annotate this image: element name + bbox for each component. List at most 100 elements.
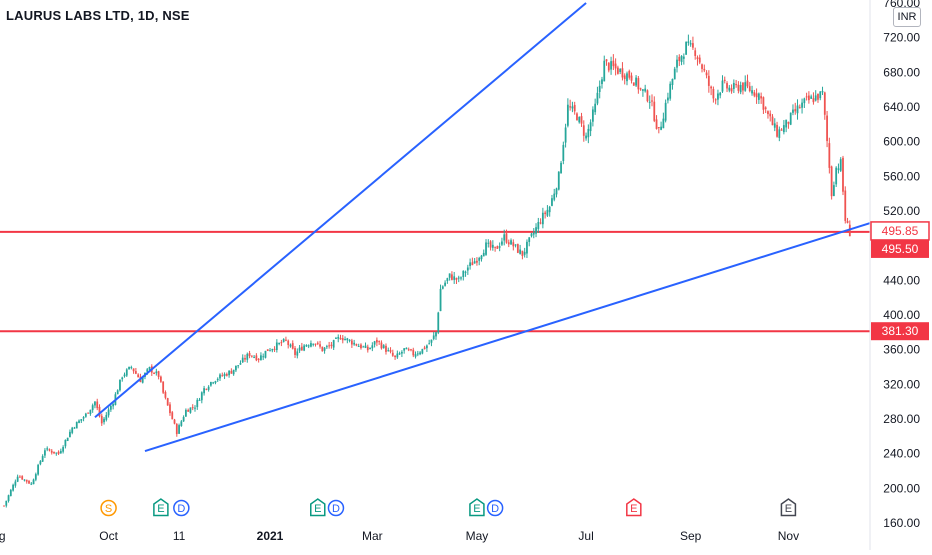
candle-body [23, 479, 26, 481]
candle-body [573, 104, 576, 112]
candle-body [667, 97, 669, 101]
candle-body [3, 505, 5, 507]
event-marker-earnings[interactable] [310, 498, 326, 517]
candle-body [360, 344, 362, 349]
candle-body [391, 352, 394, 356]
candle-body [819, 91, 822, 99]
candle-body [562, 144, 565, 161]
candle-body [14, 481, 17, 486]
event-marker-dividend[interactable] [327, 499, 345, 517]
candle-body [616, 67, 619, 74]
candle-body [794, 109, 797, 112]
candle-body [428, 343, 431, 345]
event-marker-dividend[interactable] [486, 499, 504, 517]
candle-body [805, 96, 808, 98]
candle-body [203, 388, 205, 394]
candle-body [112, 403, 115, 407]
event-marker-earnings_neg[interactable] [626, 498, 642, 517]
candle-body [73, 427, 76, 429]
candle-body [476, 260, 478, 263]
candle-body [571, 106, 574, 109]
candle-body [832, 185, 835, 196]
candle-body [582, 125, 585, 136]
event-marker-earnings[interactable] [469, 498, 485, 517]
event-marker-dividend[interactable] [173, 499, 190, 517]
candle-body [25, 479, 28, 482]
candle-body [157, 371, 160, 377]
price-label-box [871, 239, 929, 258]
candle-body [148, 366, 151, 370]
candle-body [537, 221, 540, 229]
candle-body [773, 123, 776, 128]
candle-body [28, 480, 30, 484]
candle-body [510, 240, 512, 245]
candle-body [119, 379, 121, 391]
candle-body [662, 118, 665, 129]
trendline-lower-support[interactable] [144, 221, 873, 453]
candle-body [746, 80, 749, 87]
candle-body [346, 338, 349, 341]
chart-title: LAURUS LABS LTD, 1D, NSE [6, 8, 190, 23]
candle-body [621, 68, 624, 78]
candle-body [444, 282, 446, 286]
candle-body [564, 127, 567, 143]
candle-body [55, 452, 58, 454]
candle-body [121, 377, 124, 380]
candle-body [180, 421, 183, 426]
candle-body [264, 350, 267, 358]
price-label: 495.85 [882, 224, 919, 238]
event-marker-earnings_future[interactable] [780, 498, 797, 517]
candle-body [673, 68, 676, 80]
candle-body [557, 171, 560, 190]
candle-body [712, 88, 715, 99]
candle-body [576, 113, 578, 121]
candle-body [587, 128, 590, 138]
y-tick-label: 440.00 [883, 273, 920, 287]
candle-body [651, 100, 653, 102]
candle-body [37, 464, 40, 475]
candle-body [526, 241, 528, 254]
candle-body [689, 43, 692, 45]
y-tick-label: 520.00 [883, 204, 920, 218]
candle-body [842, 157, 844, 192]
candle-body [387, 350, 390, 352]
candle-body [421, 348, 424, 354]
candle-body [80, 419, 83, 421]
currency-button[interactable]: INR [893, 7, 921, 27]
candle-body [366, 346, 369, 351]
candle-body [648, 101, 651, 103]
candle-body [732, 82, 735, 89]
candle-body [385, 345, 387, 352]
candle-body [796, 105, 799, 114]
candle-body [357, 345, 360, 347]
event-marker-earnings[interactable] [153, 498, 169, 517]
candle-body [837, 168, 840, 170]
candle-body [457, 277, 460, 279]
candle-body [826, 115, 828, 142]
candle-body [141, 376, 144, 383]
candle-body [682, 56, 685, 59]
candle-body [446, 278, 449, 281]
candle-body [78, 420, 80, 423]
trendline-upper-channel[interactable] [94, 2, 587, 419]
candle-body [501, 241, 503, 245]
candle-body [30, 483, 33, 485]
candle-body [757, 93, 760, 100]
candle-body [737, 84, 740, 91]
candle-body [814, 95, 817, 101]
candle-body [57, 451, 60, 454]
candle-body [225, 373, 228, 376]
candle-body [146, 369, 149, 372]
event-marker-split[interactable] [100, 499, 117, 517]
candle-body [382, 345, 385, 349]
candle-body [310, 343, 312, 347]
candle-body [341, 338, 344, 341]
candle-body [319, 344, 321, 347]
candle-body [514, 244, 517, 246]
candle-body [594, 103, 597, 113]
candle-body [532, 232, 535, 235]
candle-body [5, 500, 8, 506]
candle-body [635, 77, 637, 86]
